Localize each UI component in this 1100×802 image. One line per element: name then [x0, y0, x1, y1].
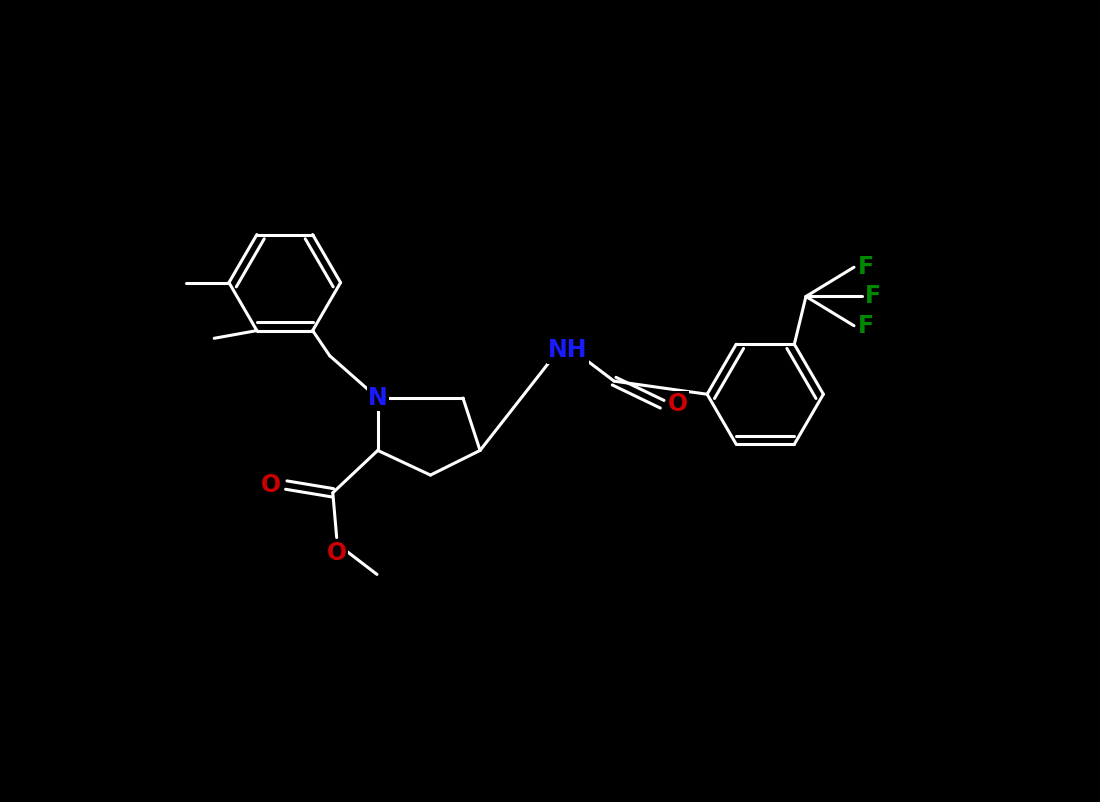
Text: O: O [327, 541, 346, 565]
Text: F: F [866, 285, 881, 309]
Text: NH: NH [548, 338, 587, 363]
Text: O: O [261, 473, 280, 497]
Text: N: N [367, 386, 387, 410]
Text: F: F [858, 314, 873, 338]
Text: O: O [668, 392, 688, 416]
Text: F: F [858, 255, 873, 279]
